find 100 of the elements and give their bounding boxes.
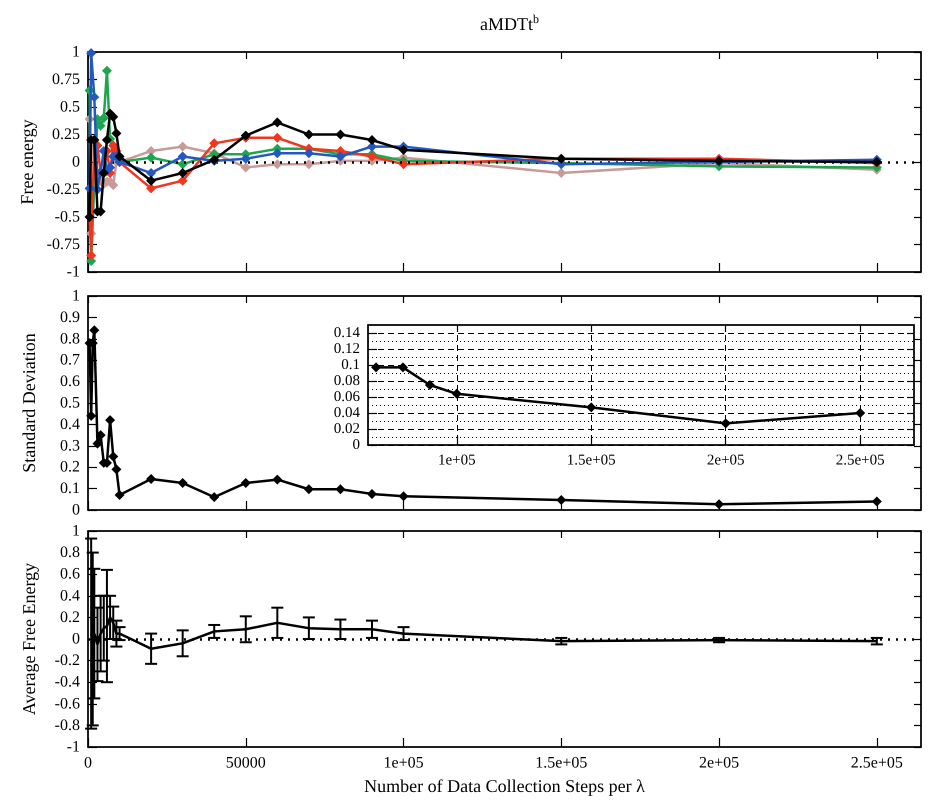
- y-tick-label: 0: [72, 502, 80, 518]
- point: [335, 484, 346, 494]
- point: [178, 176, 188, 186]
- point: [398, 144, 409, 155]
- y-tick-label: 0.75: [52, 71, 80, 88]
- point: [108, 452, 118, 462]
- point: [304, 159, 314, 170]
- point: [114, 152, 125, 162]
- point: [304, 130, 314, 140]
- x-tick-label: 1.5e+05: [535, 754, 588, 772]
- point: [556, 168, 566, 178]
- y-tick-label: 0.9: [60, 308, 80, 326]
- point: [720, 418, 731, 428]
- point: [586, 402, 596, 412]
- point: [335, 130, 346, 140]
- y-tick-label: 0.5: [60, 98, 80, 116]
- point: [304, 484, 314, 494]
- y-tick-label: 1: [72, 44, 80, 60]
- point: [335, 152, 346, 162]
- y-tick-label: -0.25: [46, 181, 80, 198]
- point: [556, 494, 566, 505]
- point: [240, 154, 251, 164]
- x-tick-label: 2.5e+05: [850, 754, 903, 772]
- point: [89, 92, 100, 102]
- point: [272, 159, 282, 170]
- point: [398, 159, 409, 170]
- y-tick-label: 0.2: [60, 458, 80, 476]
- y-tick-label: 0.06: [334, 389, 360, 405]
- point: [146, 474, 156, 484]
- y-tick-label: 0.5: [60, 394, 80, 412]
- y-tick-label: 0.8: [60, 330, 80, 348]
- x-tick-label: 50000: [226, 754, 266, 772]
- y-tick-label: 0.7: [60, 352, 80, 369]
- point: [209, 492, 220, 502]
- point: [98, 113, 109, 123]
- point: [272, 148, 282, 158]
- y-tick-label: 0.2: [60, 608, 80, 626]
- point: [366, 152, 377, 162]
- x-tick-label: 1e+05: [383, 754, 424, 772]
- y-tick-label: -0.75: [46, 236, 80, 253]
- point: [272, 474, 282, 485]
- point: [398, 491, 409, 502]
- point: [240, 478, 251, 488]
- point: [146, 183, 156, 194]
- y-axis-title: Average Free Energy: [19, 562, 39, 716]
- point: [89, 325, 100, 336]
- y-tick-label: 0.08: [334, 373, 360, 389]
- y-tick-label: 0.6: [60, 566, 80, 583]
- y-tick-label: 1: [72, 288, 80, 304]
- point: [178, 142, 188, 152]
- point: [452, 388, 462, 399]
- y-tick-label: 0.8: [60, 544, 80, 562]
- point: [111, 128, 122, 138]
- y-tick-label: 0.25: [52, 126, 80, 143]
- point: [86, 410, 96, 421]
- y-tick-label: 0.4: [60, 416, 80, 433]
- point: [304, 148, 314, 158]
- y-tick-label: 0.1: [60, 480, 80, 498]
- y-tick-label: -1: [66, 264, 80, 280]
- point: [855, 408, 866, 418]
- x-tick-label: 1.5e+05: [566, 452, 616, 468]
- point: [371, 362, 382, 372]
- y-tick-label: 1: [72, 522, 80, 540]
- point: [146, 168, 156, 178]
- y-tick-label: 0: [72, 154, 80, 170]
- x-tick-label: 2e+05: [699, 754, 740, 772]
- point: [114, 490, 125, 500]
- y-tick-label: 0.02: [334, 421, 360, 437]
- point: [108, 112, 118, 122]
- point: [105, 415, 116, 426]
- y-tick-label: 0.6: [60, 373, 80, 390]
- y-tick-label: 0.04: [334, 405, 360, 421]
- point: [366, 488, 377, 499]
- point: [86, 250, 96, 260]
- point: [178, 168, 188, 178]
- point: [272, 132, 282, 143]
- point: [96, 430, 106, 440]
- x-tick-label: 2e+05: [706, 452, 745, 468]
- point: [146, 152, 156, 163]
- y-tick-label: -0.6: [54, 695, 80, 712]
- point: [111, 464, 122, 474]
- y-tick-label: 0.1: [341, 357, 360, 373]
- point: [272, 117, 282, 128]
- point: [398, 362, 408, 372]
- y-tick-label: -0.8: [54, 716, 80, 734]
- y-tick-label: -0.4: [54, 674, 80, 691]
- x-tick-label: 0: [84, 754, 92, 772]
- y-tick-label: -0.5: [54, 208, 80, 226]
- y-tick-label: 0.3: [60, 437, 80, 454]
- point: [872, 496, 882, 506]
- x-axis-title: Number of Data Collection Steps per λ: [364, 776, 646, 796]
- y-axis-title: Free energy: [16, 119, 37, 205]
- x-tick-label: 2.5e+05: [836, 452, 885, 468]
- point: [178, 152, 188, 162]
- y-tick-label: 0.14: [334, 325, 360, 341]
- y-tick-label: 0.12: [334, 341, 360, 357]
- point: [102, 66, 112, 76]
- y-tick-label: -0.2: [54, 652, 80, 670]
- point: [146, 176, 156, 186]
- x-tick-label: 1e+05: [438, 452, 476, 468]
